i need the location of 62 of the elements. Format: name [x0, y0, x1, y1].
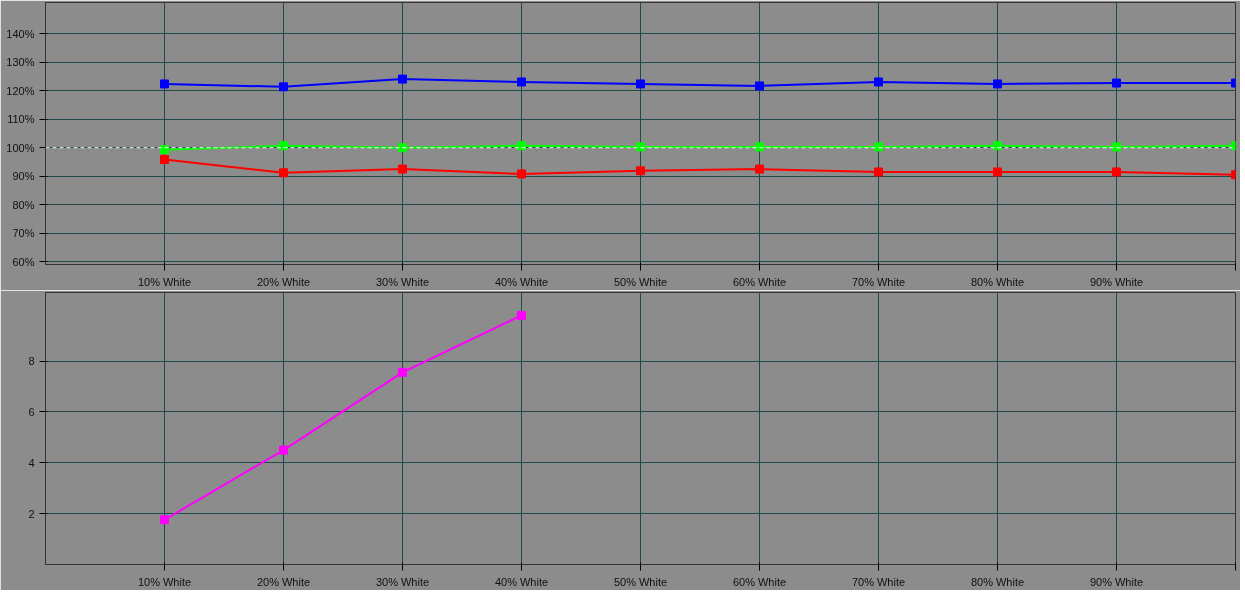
x-tick-label: 20% White [256, 275, 311, 288]
point [279, 168, 288, 178]
point [160, 145, 169, 155]
point [398, 164, 407, 174]
x-tick-label: 10% White [137, 275, 192, 288]
point [517, 310, 526, 320]
point [279, 82, 288, 92]
x-tick-label: 10% White [137, 575, 192, 588]
point [636, 79, 645, 89]
x-tick-label: 20% White [256, 575, 311, 588]
point [636, 166, 645, 176]
point [755, 164, 764, 174]
y-tick-label: 8 [28, 355, 35, 368]
point [160, 154, 169, 164]
point [398, 74, 407, 84]
x-tick-label: 90% White [1089, 575, 1144, 588]
point [160, 515, 169, 525]
x-tick-label: 60% White [732, 575, 787, 588]
x-tick-label: 50% White [613, 275, 668, 288]
point [517, 169, 526, 179]
point [874, 77, 883, 87]
y-tick-label: 100% [6, 141, 35, 154]
point [1112, 142, 1121, 152]
y-tick-label: 90% [12, 170, 35, 183]
point [160, 79, 169, 89]
x-tick-label: 80% White [970, 575, 1025, 588]
point [874, 167, 883, 177]
x-tick-label: 30% White [375, 275, 430, 288]
point [398, 143, 407, 153]
y-tick-label: 120% [6, 84, 35, 97]
point [1112, 78, 1121, 88]
x-tick-label: 70% White [851, 575, 906, 588]
point [755, 81, 764, 91]
point [279, 141, 288, 151]
point [874, 142, 883, 152]
y-tick-label: 110% [7, 113, 35, 126]
point [517, 77, 526, 87]
x-tick-label: 40% White [494, 575, 549, 588]
x-tick-label: 90% White [1089, 275, 1144, 288]
x-tick-label: 40% White [494, 275, 549, 288]
x-tick-label: 80% White [970, 275, 1025, 288]
y-tick-label: 60% [12, 255, 35, 268]
point [755, 142, 764, 152]
point [279, 445, 288, 455]
point [636, 142, 645, 152]
x-tick-label: 30% White [375, 575, 430, 588]
point [1112, 167, 1121, 177]
y-tick-label: 4 [28, 456, 35, 469]
y-tick-label: 140% [6, 27, 35, 40]
point [993, 141, 1002, 151]
y-tick-label: 70% [12, 227, 35, 240]
y-tick-label: 80% [12, 198, 35, 211]
point [993, 167, 1002, 177]
point [517, 141, 526, 151]
x-tick-label: 50% White [613, 575, 668, 588]
x-tick-label: 70% White [851, 275, 906, 288]
x-tick-label: 60% White [732, 275, 787, 288]
y-tick-label: 130% [6, 56, 35, 69]
y-tick-label: 2 [28, 507, 35, 520]
y-tick-label: 6 [28, 405, 35, 418]
point [993, 79, 1002, 89]
point [398, 367, 407, 377]
